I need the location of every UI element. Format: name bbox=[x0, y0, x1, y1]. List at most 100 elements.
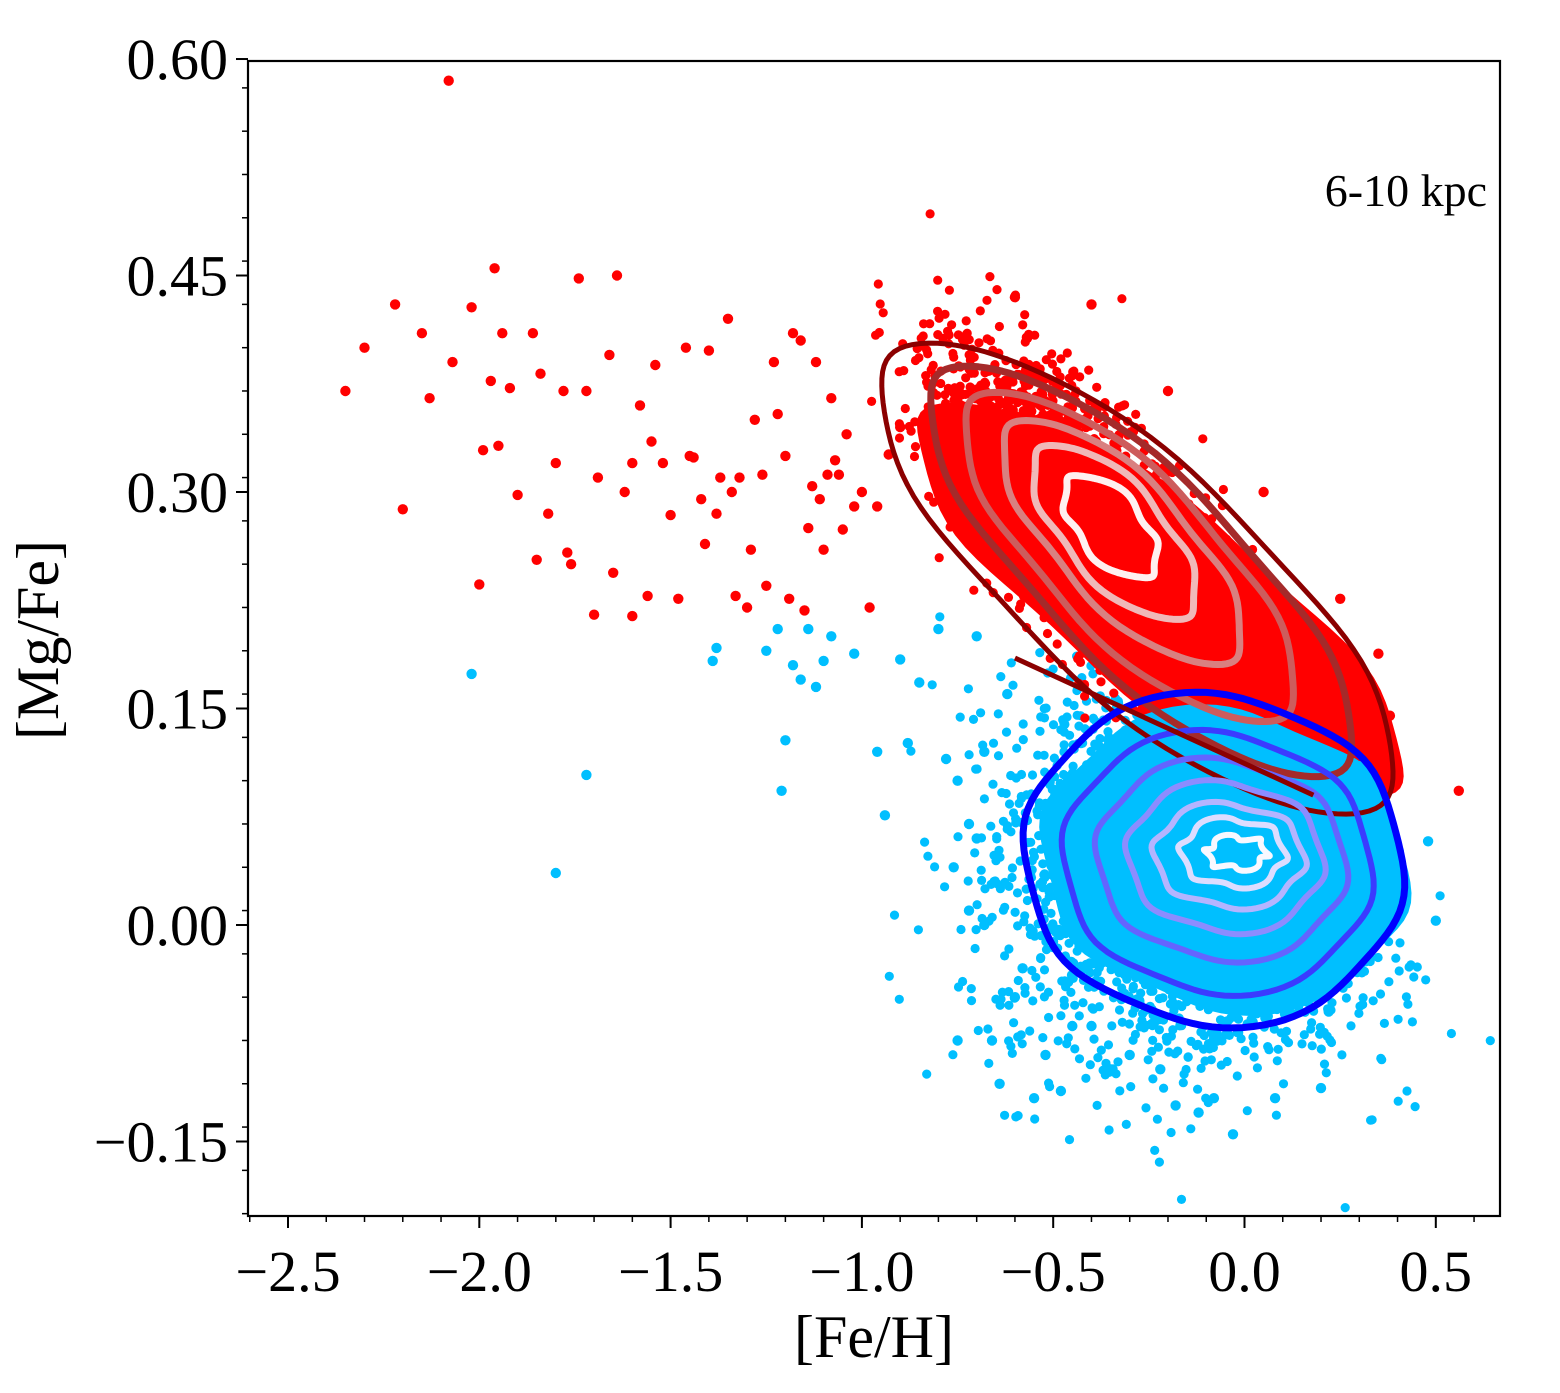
low-alpha-point bbox=[1075, 1011, 1084, 1020]
low-alpha-point bbox=[1354, 1009, 1363, 1018]
low-alpha-point bbox=[1027, 966, 1036, 975]
low-alpha-point bbox=[1368, 1115, 1377, 1124]
low-alpha-point bbox=[1036, 953, 1045, 962]
low-alpha-point bbox=[1342, 993, 1351, 1002]
low-alpha-point bbox=[1140, 1023, 1149, 1032]
low-alpha-point bbox=[1035, 727, 1044, 736]
low-alpha-point bbox=[1320, 1060, 1329, 1069]
low-alpha-point bbox=[1216, 1015, 1225, 1024]
low-alpha-point bbox=[970, 848, 979, 857]
low-alpha-point bbox=[1040, 713, 1049, 722]
low-alpha-point bbox=[922, 1070, 931, 1079]
low-alpha-point bbox=[1093, 1053, 1102, 1062]
low-alpha-point bbox=[1011, 1112, 1020, 1121]
low-alpha-point bbox=[1002, 789, 1011, 798]
low-alpha-point bbox=[967, 984, 976, 993]
high-alpha-point bbox=[879, 308, 888, 317]
low-alpha-point bbox=[1044, 1013, 1053, 1022]
low-alpha-point bbox=[1391, 954, 1400, 963]
low-alpha-point bbox=[1089, 1035, 1098, 1044]
high-alpha-point bbox=[1020, 310, 1029, 319]
low-alpha-point bbox=[1005, 799, 1014, 808]
low-alpha-point bbox=[1017, 794, 1026, 803]
low-alpha-point bbox=[965, 750, 974, 759]
low-alpha-point bbox=[984, 1059, 993, 1068]
low-alpha-point bbox=[1369, 996, 1378, 1005]
high-alpha-point bbox=[911, 442, 920, 451]
low-alpha-point bbox=[1013, 888, 1022, 897]
low-alpha-point bbox=[935, 612, 944, 621]
low-alpha-point bbox=[1095, 1002, 1104, 1011]
low-alpha-point bbox=[1019, 719, 1028, 728]
low-alpha-point bbox=[953, 832, 962, 841]
low-alpha-point bbox=[885, 972, 894, 981]
low-alpha-point bbox=[1177, 1195, 1186, 1204]
low-alpha-point bbox=[1030, 1114, 1039, 1123]
low-alpha-point bbox=[1147, 1047, 1156, 1056]
low-alpha-point bbox=[1000, 951, 1009, 960]
low-alpha-point bbox=[973, 900, 982, 909]
low-alpha-point bbox=[1030, 852, 1039, 861]
low-alpha-point bbox=[1000, 903, 1009, 912]
low-alpha-point bbox=[1144, 1055, 1153, 1064]
low-alpha-point bbox=[1411, 1102, 1420, 1111]
low-alpha-point bbox=[1153, 1115, 1162, 1124]
low-alpha-point bbox=[1316, 1023, 1325, 1032]
low-alpha-point bbox=[1241, 1046, 1250, 1055]
low-alpha-point bbox=[1075, 1054, 1084, 1063]
low-alpha-point bbox=[990, 877, 999, 886]
low-alpha-point bbox=[1421, 975, 1430, 984]
low-alpha-point bbox=[1093, 1101, 1102, 1110]
low-alpha-point bbox=[1159, 1084, 1168, 1093]
low-alpha-point bbox=[1126, 1082, 1135, 1091]
low-alpha-point bbox=[1209, 1043, 1218, 1052]
low-alpha-point bbox=[1036, 982, 1045, 991]
low-alpha-point bbox=[954, 982, 963, 991]
high-alpha-point bbox=[1084, 366, 1093, 375]
high-alpha-point bbox=[1004, 593, 1013, 602]
low-alpha-point bbox=[1486, 1036, 1495, 1045]
low-alpha-point bbox=[1032, 806, 1041, 815]
low-alpha-point bbox=[1243, 1106, 1252, 1115]
low-alpha-point bbox=[1000, 1111, 1009, 1120]
low-alpha-point bbox=[1028, 770, 1037, 779]
low-alpha-point bbox=[1162, 1037, 1171, 1046]
low-alpha-point bbox=[1054, 1036, 1063, 1045]
low-alpha-point bbox=[1377, 1055, 1386, 1064]
low-alpha-point bbox=[964, 876, 973, 885]
low-alpha-point bbox=[1023, 896, 1032, 905]
low-alpha-point bbox=[1413, 962, 1422, 971]
low-alpha-point bbox=[971, 944, 980, 953]
low-alpha-point bbox=[1164, 1048, 1173, 1057]
low-alpha-point bbox=[1078, 998, 1087, 1007]
low-alpha-point bbox=[1173, 1047, 1182, 1056]
low-alpha-point bbox=[1148, 1036, 1157, 1045]
low-alpha-point bbox=[974, 1026, 983, 1035]
low-alpha-point bbox=[1038, 1033, 1047, 1042]
low-alpha-point bbox=[1308, 1041, 1317, 1050]
low-alpha-point bbox=[1131, 1030, 1140, 1039]
low-alpha-point bbox=[1105, 1125, 1114, 1134]
low-alpha-point bbox=[1011, 908, 1020, 917]
low-alpha-point bbox=[914, 925, 923, 934]
low-alpha-point bbox=[1408, 1017, 1417, 1026]
high-alpha-point bbox=[1131, 410, 1140, 419]
low-alpha-point bbox=[983, 1024, 992, 1033]
low-alpha-point bbox=[1403, 1000, 1412, 1009]
low-alpha-point bbox=[1436, 891, 1445, 900]
low-alpha-point bbox=[1447, 1029, 1456, 1038]
low-alpha-point bbox=[1002, 728, 1011, 737]
high-alpha-point bbox=[1048, 360, 1057, 369]
low-alpha-point bbox=[895, 995, 904, 1004]
low-alpha-point bbox=[967, 996, 976, 1005]
low-alpha-point bbox=[1012, 773, 1021, 782]
low-alpha-point bbox=[976, 708, 985, 717]
low-alpha-point bbox=[1264, 1045, 1273, 1054]
low-alpha-point bbox=[956, 925, 965, 934]
low-alpha-point bbox=[1042, 704, 1051, 713]
low-alpha-point bbox=[930, 862, 939, 871]
low-alpha-point bbox=[1045, 893, 1054, 902]
low-alpha-point bbox=[1019, 917, 1028, 926]
low-alpha-point bbox=[1081, 963, 1090, 972]
